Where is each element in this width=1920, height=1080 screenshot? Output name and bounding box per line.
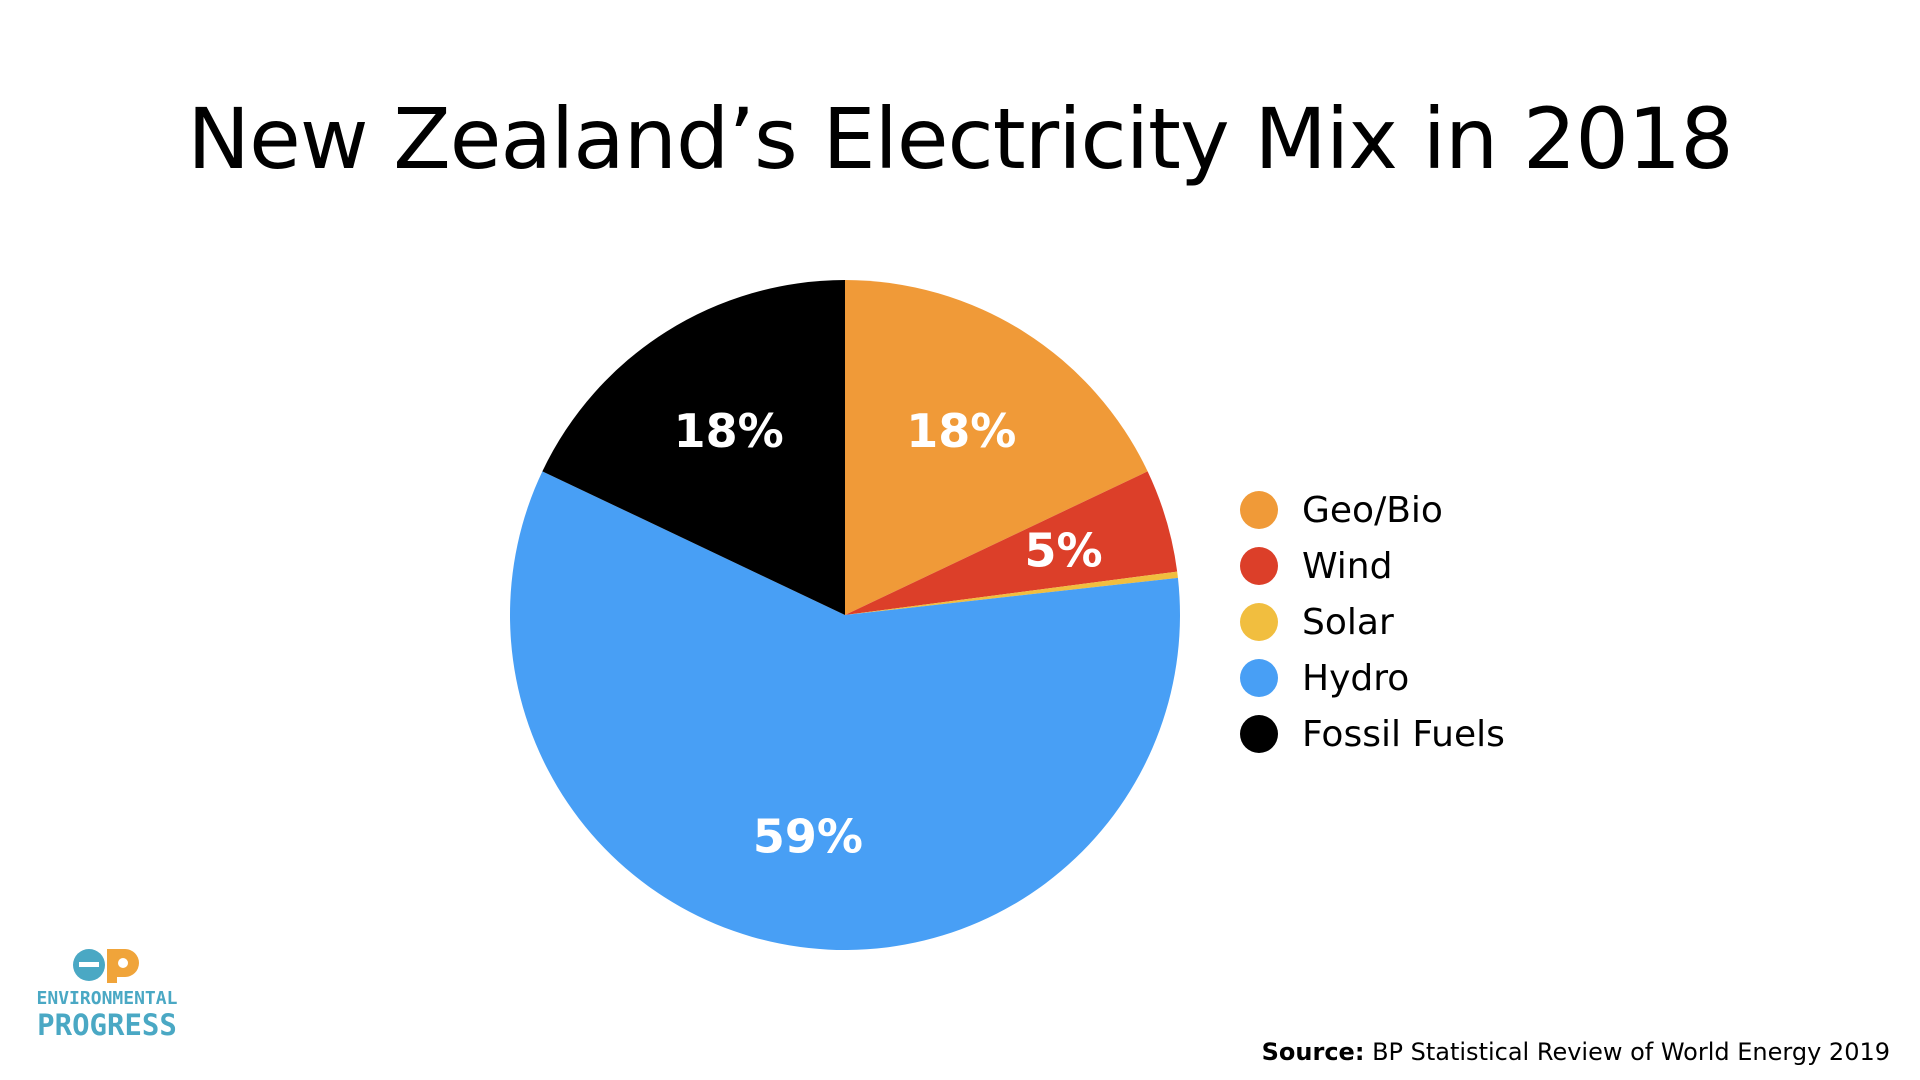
pie-slice-wind: [845, 471, 1178, 615]
legend-swatch: [1240, 603, 1278, 641]
environmental-progress-logo: ENVIRONMENTAL PROGRESS: [32, 945, 182, 1041]
pie-slice-hydro: [510, 471, 1180, 950]
chart-title: New Zealand’s Electricity Mix in 2018: [187, 90, 1733, 188]
chart-legend: Geo/Bio Wind Solar Hydro Fossil Fuels: [1240, 482, 1505, 762]
legend-item-solar: Solar: [1240, 594, 1505, 650]
logo-text-line2: PROGRESS: [37, 1008, 177, 1042]
legend-swatch: [1240, 715, 1278, 753]
legend-item-fossil-fuels: Fossil Fuels: [1240, 706, 1505, 762]
legend-item-geo-bio: Geo/Bio: [1240, 482, 1505, 538]
source-note: Source: BP Statistical Review of World E…: [1262, 1038, 1890, 1066]
ep-logo-icon: [73, 949, 139, 983]
legend-swatch: [1240, 659, 1278, 697]
pie-slice-fossil-fuels: [542, 280, 845, 615]
source-prefix: Source:: [1261, 1038, 1365, 1066]
pie-label-hydro: 59%: [753, 809, 863, 863]
pie-slice-solar: [845, 571, 1178, 615]
legend-label: Geo/Bio: [1302, 489, 1443, 531]
legend-swatch: [1240, 547, 1278, 585]
source-text: BP Statistical Review of World Energy 20…: [1372, 1038, 1890, 1066]
pie-label-geo-bio: 18%: [906, 404, 1016, 458]
pie-label-wind: 5%: [1024, 524, 1102, 578]
legend-item-wind: Wind: [1240, 538, 1505, 594]
pie-slice-geo-bio: [845, 280, 1148, 615]
pie-label-fossil-fuels: 18%: [674, 404, 784, 458]
legend-label: Wind: [1302, 545, 1393, 587]
legend-label: Hydro: [1302, 657, 1410, 699]
logo-text-line1: ENVIRONMENTAL: [36, 988, 178, 1009]
legend-item-hydro: Hydro: [1240, 650, 1505, 706]
legend-label: Solar: [1302, 601, 1394, 643]
legend-swatch: [1240, 491, 1278, 529]
legend-label: Fossil Fuels: [1302, 713, 1505, 755]
